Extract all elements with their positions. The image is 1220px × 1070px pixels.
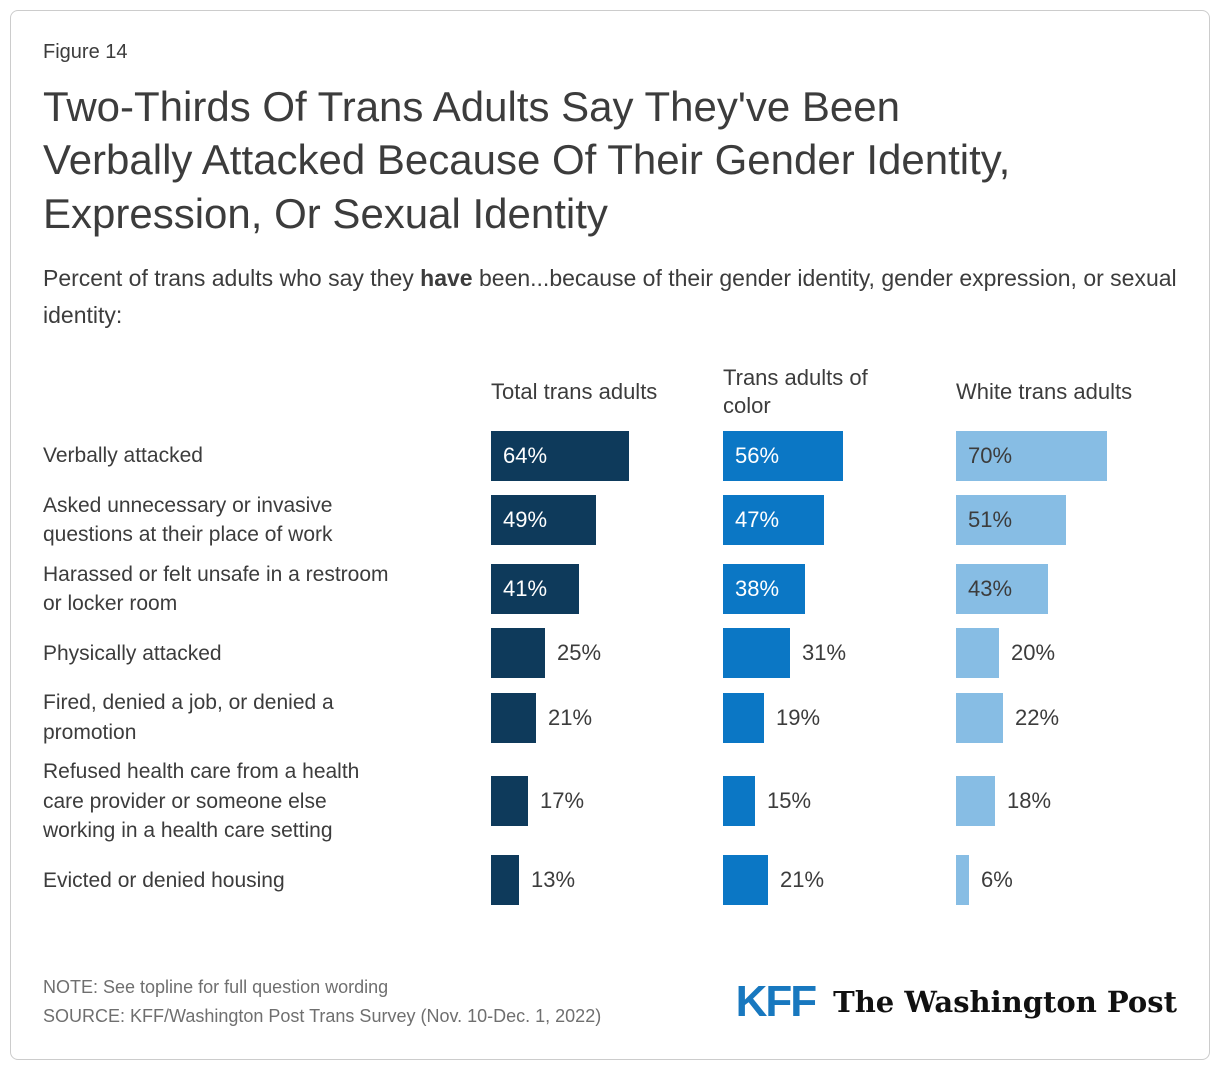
category-label: Fired, denied a job, or denied a promoti…: [43, 691, 334, 744]
chart-row: Evicted or denied housing 13% 21% 6%: [43, 855, 1177, 906]
logos: KFF The Washington Post: [736, 980, 1177, 1024]
bar: 64%: [491, 430, 629, 481]
bar: [491, 628, 545, 679]
bar-cell: 64%: [491, 430, 723, 481]
value-label: 51%: [968, 507, 1013, 533]
source-text: SOURCE: KFF/Washington Post Trans Survey…: [43, 1006, 602, 1027]
chart-title-line-1: Two-Thirds Of Trans Adults Say They've B…: [43, 83, 900, 130]
chart-row: Harassed or felt unsafe in a restroom or…: [43, 560, 1177, 619]
bar: [491, 855, 519, 906]
bar: [723, 776, 755, 827]
value-label: 18%: [1007, 788, 1052, 814]
category-label: Harassed or felt unsafe in a restroom or…: [43, 562, 389, 615]
bar: [956, 628, 999, 679]
bar-cell: 21%: [491, 692, 723, 743]
value-label: 22%: [1015, 704, 1060, 730]
value-label: 56%: [735, 442, 780, 468]
bar: [723, 855, 768, 906]
category-label: Refused health care from a health care p…: [43, 760, 360, 842]
category-label: Asked unnecessary or invasive questions …: [43, 493, 333, 547]
subtitle-prefix: Percent of trans adults who say they: [43, 264, 421, 291]
bar-cell: 15%: [723, 776, 956, 827]
bar-cell: 43%: [956, 563, 1177, 614]
chart-row: Physically attacked 25% 31% 20%: [43, 628, 1177, 679]
washington-post-logo: The Washington Post: [833, 984, 1177, 1019]
category-label: Physically attacked: [43, 641, 222, 665]
category-label: Evicted or denied housing: [43, 868, 285, 892]
bar-cell: 19%: [723, 692, 956, 743]
chart-rows: Verbally attacked 64% 56% 70% Asked unnecess…: [43, 430, 1177, 906]
bar-cell: 25%: [491, 628, 723, 679]
bar-cell: 18%: [956, 776, 1177, 827]
value-label: 49%: [503, 507, 548, 533]
value-label: 6%: [981, 867, 1013, 893]
chart-row: Refused health care from a health care p…: [43, 757, 1177, 845]
bar: [491, 776, 528, 827]
value-label: 21%: [780, 867, 825, 893]
footnotes: NOTE: See topline for full question word…: [43, 973, 601, 1031]
bar-cell: 38%: [723, 563, 956, 614]
bar: 47%: [723, 495, 824, 546]
bar: 43%: [956, 563, 1048, 614]
bar: [723, 628, 790, 679]
value-label: 13%: [531, 867, 576, 893]
value-label: 20%: [1011, 640, 1056, 666]
value-label: 64%: [503, 442, 548, 468]
column-header-total: Total trans adults: [491, 378, 658, 404]
value-label: 31%: [802, 640, 847, 666]
chart-row: Verbally attacked 64% 56% 70%: [43, 430, 1177, 481]
value-label: 17%: [540, 788, 585, 814]
bar-cell: 70%: [956, 430, 1177, 481]
chart-subtitle: Percent of trans adults who say they hav…: [43, 260, 1177, 334]
subtitle-bold-word: have: [420, 264, 473, 291]
figure-label: Figure 14: [43, 41, 128, 63]
chart-title-line-3: Expression, Or Sexual Identity: [43, 189, 608, 237]
bar-cell: 56%: [723, 430, 956, 481]
value-label: 47%: [735, 507, 780, 533]
bar-cell: 6%: [956, 855, 1177, 906]
chart-title: Two-Thirds Of Trans Adults Say They've B…: [43, 80, 1177, 240]
bar: 41%: [491, 563, 579, 614]
bar-cell: 51%: [956, 495, 1177, 546]
note-text: NOTE: See topline for full question word…: [43, 977, 389, 998]
value-label: 15%: [767, 788, 812, 814]
chart-title-line-2: Verbally Attacked Because Of Their Gende…: [43, 136, 1011, 184]
column-header-row: Total trans adults Trans adults of color…: [43, 364, 1177, 421]
bar: [956, 855, 969, 906]
figure-footer: NOTE: See topline for full question word…: [43, 973, 1177, 1031]
bar: [956, 692, 1003, 743]
bar-cell: 17%: [491, 776, 723, 827]
figure-frame: Figure 14 Two-Thirds Of Trans Adults Say…: [10, 10, 1210, 1060]
bar-cell: 22%: [956, 692, 1177, 743]
value-label: 25%: [557, 640, 602, 666]
value-label: 19%: [776, 704, 821, 730]
chart-row: Fired, denied a job, or denied a promoti…: [43, 688, 1177, 747]
value-label: 41%: [503, 575, 548, 601]
value-label: 43%: [968, 575, 1013, 601]
bar-cell: 47%: [723, 495, 956, 546]
bar: 51%: [956, 495, 1066, 546]
bar: [723, 692, 764, 743]
kff-logo: KFF: [735, 977, 818, 1027]
value-label: 38%: [735, 575, 780, 601]
bar: [956, 776, 995, 827]
subtitle-suffix: been...because of their gender identity,…: [43, 264, 1177, 328]
value-label: 70%: [968, 442, 1013, 468]
bar: 38%: [723, 563, 805, 614]
category-label: Verbally attacked: [43, 444, 203, 468]
bar: [491, 692, 536, 743]
bar-cell: 31%: [723, 628, 956, 679]
column-header-of-color: Trans adults of color: [723, 364, 868, 419]
bar-cell: 20%: [956, 628, 1177, 679]
bar-cell: 21%: [723, 855, 956, 906]
bar: 56%: [723, 430, 843, 481]
bar: 70%: [956, 430, 1107, 481]
bar-cell: 41%: [491, 563, 723, 614]
bar-cell: 49%: [491, 495, 723, 546]
bar: 49%: [491, 495, 596, 546]
value-label: 21%: [548, 704, 593, 730]
bar-cell: 13%: [491, 855, 723, 906]
chart-row: Asked unnecessary or invasive questions …: [43, 491, 1177, 550]
column-header-white: White trans adults: [956, 378, 1133, 404]
